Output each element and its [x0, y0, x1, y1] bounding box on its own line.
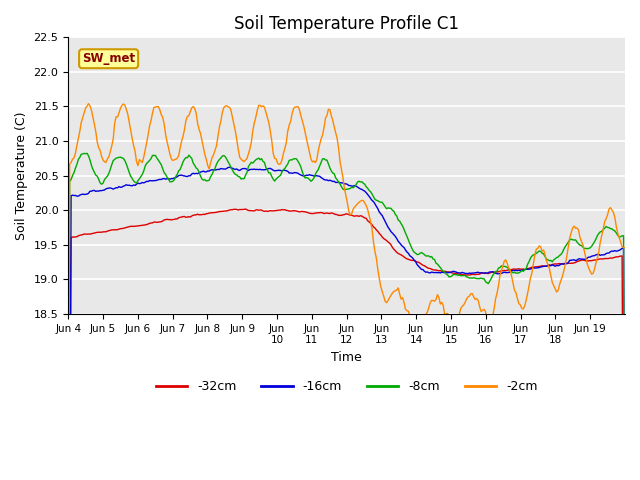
-16cm	[618, 246, 626, 252]
-2cm	[352, 202, 360, 207]
-8cm	[618, 234, 626, 240]
-2cm	[100, 163, 108, 168]
-16cm	[352, 183, 360, 189]
-32cm	[618, 254, 626, 260]
X-axis label: Time: Time	[332, 351, 362, 364]
Text: SW_met: SW_met	[82, 52, 135, 65]
Title: Soil Temperature Profile C1: Soil Temperature Profile C1	[234, 15, 459, 33]
-2cm	[463, 298, 470, 303]
-8cm	[463, 274, 470, 280]
-16cm	[545, 264, 553, 269]
-2cm	[545, 267, 553, 273]
-8cm	[79, 149, 86, 155]
-8cm	[545, 259, 553, 264]
-16cm	[100, 188, 108, 193]
-8cm	[352, 179, 360, 185]
-32cm	[463, 273, 470, 278]
-8cm	[102, 177, 110, 183]
-8cm	[84, 155, 92, 161]
Line: -16cm: -16cm	[68, 167, 625, 480]
Line: -8cm: -8cm	[68, 152, 625, 480]
-16cm	[463, 270, 470, 276]
-2cm	[83, 104, 91, 110]
-32cm	[83, 231, 91, 237]
Line: -2cm: -2cm	[68, 102, 625, 480]
-16cm	[259, 164, 267, 170]
-32cm	[100, 228, 108, 234]
Y-axis label: Soil Temperature (C): Soil Temperature (C)	[15, 111, 28, 240]
-2cm	[621, 248, 629, 253]
-32cm	[352, 214, 360, 220]
Line: -32cm: -32cm	[68, 209, 625, 480]
-2cm	[618, 242, 626, 248]
-32cm	[545, 263, 553, 268]
Legend: -32cm, -16cm, -8cm, -2cm: -32cm, -16cm, -8cm, -2cm	[150, 375, 543, 398]
-2cm	[292, 99, 300, 105]
-16cm	[83, 190, 91, 195]
-32cm	[242, 206, 250, 212]
